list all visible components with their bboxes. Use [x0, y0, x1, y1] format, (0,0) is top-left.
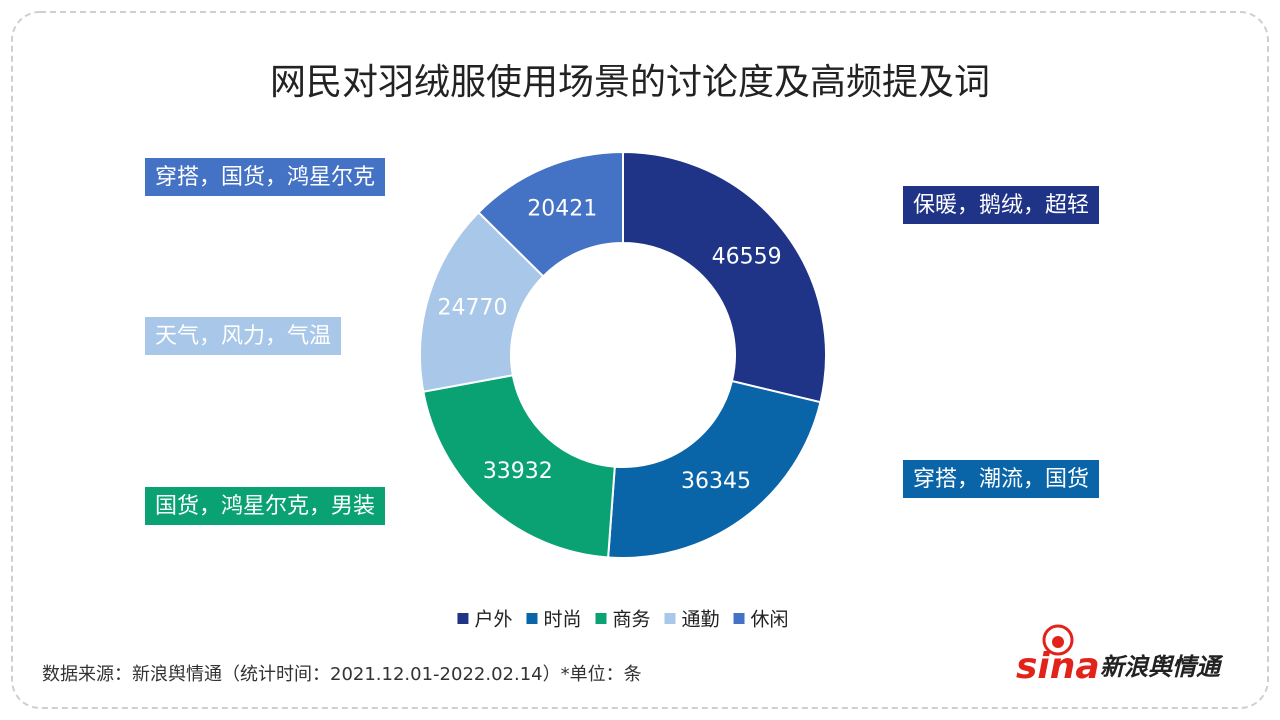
keyword-box: 天气，风力，气温: [145, 317, 342, 355]
keyword-box: 保暖，鹅绒，超轻: [903, 186, 1100, 224]
value-label: 46559: [712, 244, 782, 269]
keyword-bg: [145, 317, 342, 355]
slice: [422, 374, 616, 559]
keyword-text: 穿搭，潮流，国货: [913, 467, 1089, 492]
legend-label: 商务: [612, 609, 650, 631]
keyword-bg: [145, 158, 386, 196]
logo-pupil: [1052, 636, 1064, 648]
keyword-box: 穿搭，国货，鸿星尔克: [145, 158, 386, 196]
legend: 户外 时尚 商务 通勤 休闲: [457, 609, 789, 631]
logo-brand: sina: [1016, 646, 1100, 687]
frame: [11, 11, 1269, 709]
legend-swatch: [595, 613, 607, 624]
slice: [607, 379, 822, 559]
source-note: 数据来源：新浪舆情通（统计时间：2021.12.01-2022.02.14）*单…: [42, 664, 642, 685]
keyword-box: 国货，鸿星尔克，男装: [145, 487, 386, 525]
legend-swatch: [526, 613, 538, 624]
logo: sina 新浪舆情通: [1016, 624, 1224, 687]
value-label: 20421: [527, 197, 597, 222]
chart-title: 网民对羽绒服使用场景的讨论度及高频提及词: [270, 62, 990, 103]
logo-name: 新浪舆情通: [1100, 653, 1224, 681]
keyword-bg: [145, 487, 386, 525]
keyword-text: 天气，风力，气温: [155, 324, 331, 349]
slice: [622, 150, 827, 404]
legend-swatch: [733, 613, 745, 624]
keyword-bg: [903, 460, 1100, 498]
value-label: 33932: [483, 459, 553, 484]
keyword-box: 穿搭，潮流，国货: [903, 460, 1100, 498]
legend-swatch: [664, 613, 676, 624]
logo-eye: [1042, 624, 1074, 656]
value-label: 24770: [437, 296, 507, 321]
legend-swatch: [457, 613, 469, 624]
keyword-text: 穿搭，国货，鸿星尔克: [155, 165, 375, 190]
keyword-text: 国货，鸿星尔克，男装: [155, 494, 375, 519]
value-label: 36345: [681, 469, 751, 494]
keyword-bg: [903, 186, 1100, 224]
legend-label: 户外: [474, 609, 512, 631]
slice: [477, 150, 624, 278]
legend-label: 通勤: [682, 609, 720, 631]
legend-label: 时尚: [543, 609, 581, 631]
legend-label: 休闲: [751, 609, 789, 631]
keyword-text: 保暖，鹅绒，超轻: [913, 193, 1089, 218]
